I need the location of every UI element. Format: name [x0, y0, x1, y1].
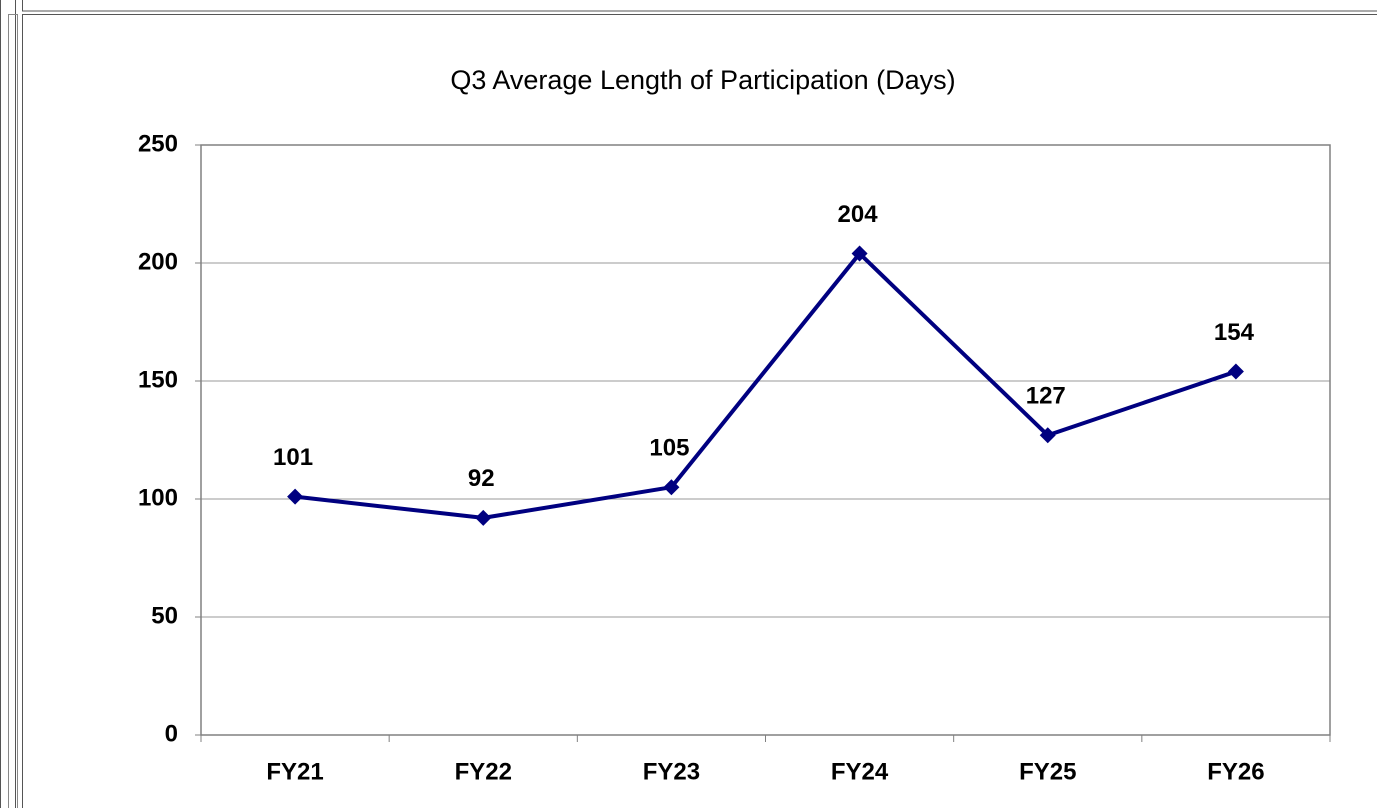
- data-label: 105: [649, 435, 689, 462]
- series-line: [294, 251, 1237, 520]
- point-marker: [475, 509, 492, 526]
- x-tick-label: FY24: [831, 758, 889, 785]
- y-tick-label: 0: [165, 720, 178, 747]
- point-marker: [1227, 363, 1244, 380]
- x-tick-label: FY26: [1207, 758, 1264, 785]
- top-frame: [22, 0, 1377, 12]
- x-tick-label: FY22: [455, 758, 512, 785]
- x-tick-label: FY23: [643, 758, 700, 785]
- data-label: 127: [1026, 383, 1066, 410]
- data-label: 92: [468, 465, 495, 492]
- point-marker: [287, 488, 304, 505]
- data-label: 204: [838, 201, 879, 228]
- y-tick-label: 250: [138, 130, 178, 157]
- plot-area: [200, 144, 1331, 736]
- point-marker: [851, 245, 868, 262]
- data-label: 101: [273, 444, 313, 471]
- x-tick-label: FY25: [1019, 758, 1076, 785]
- y-tick-label: 100: [138, 484, 178, 511]
- left-frame: [0, 0, 16, 808]
- left-frame-inner: [8, 14, 18, 808]
- y-tick-label: 150: [138, 366, 178, 393]
- chart-frame: [22, 14, 1377, 808]
- x-tick-label: FY21: [266, 758, 323, 785]
- point-marker: [1039, 427, 1056, 444]
- chart-title: Q3 Average Length of Participation (Days…: [450, 65, 955, 95]
- y-tick-label: 50: [151, 602, 178, 629]
- y-tick-label: 200: [138, 248, 178, 275]
- data-label: 154: [1214, 319, 1255, 346]
- point-marker: [663, 479, 680, 496]
